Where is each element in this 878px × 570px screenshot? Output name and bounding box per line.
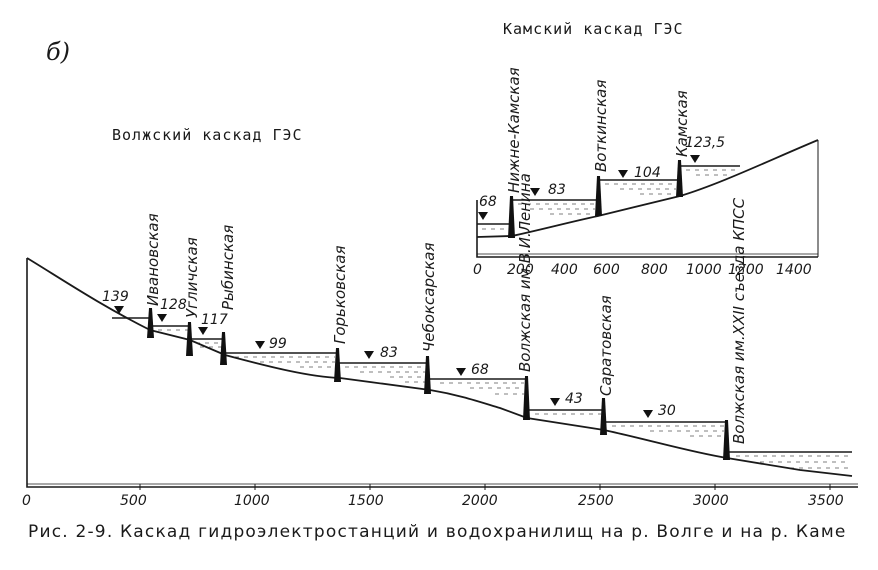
kama-tick: 600 — [593, 262, 620, 278]
level-volzhskaya-xxii: 30 — [658, 403, 676, 419]
dam-votkinsk — [595, 176, 602, 216]
plant-name-ivankovo: Ивановская — [144, 213, 162, 306]
volga-dams — [147, 308, 730, 460]
level-marker-icon — [157, 314, 167, 322]
dam-gorky — [334, 348, 341, 382]
kama-tick: 400 — [551, 262, 578, 278]
panel-letter: б) — [46, 38, 70, 66]
dam-uglich — [186, 322, 193, 356]
volga-tick: 2500 — [578, 493, 614, 509]
level-ivankovo: 139 — [102, 289, 129, 305]
level-marker-icon — [643, 410, 653, 418]
kama-title: Камский каскад ГЭС — [503, 20, 684, 38]
level-marker-icon — [255, 341, 265, 349]
level-rybinsk: 117 — [201, 312, 228, 328]
volga-title: Волжский каскад ГЭС — [112, 126, 303, 144]
plant-name-gorky: Горьковская — [331, 246, 349, 345]
plant-name-cheboksary: Чебоксарская — [420, 243, 438, 352]
plant-name-saratov: Саратовская — [597, 295, 615, 396]
level-kama: 104 — [634, 165, 661, 181]
level-top: 123,5 — [685, 135, 725, 151]
level-marker-icon — [198, 327, 208, 335]
kama-tick: 800 — [641, 262, 668, 278]
level-nizhnekamsk: 68 — [479, 194, 497, 210]
kama-tick: 1200 — [728, 262, 764, 278]
plant-name-volzhskaya-lenin: Волжская им.В.И.Ленина — [516, 173, 534, 372]
level-marker-icon — [478, 212, 488, 220]
kama-level-markers — [478, 155, 700, 220]
dam-nizhnekamsk — [508, 196, 515, 238]
volga-tick: 2000 — [462, 493, 498, 509]
kama-tick: 200 — [507, 262, 534, 278]
plant-name-nizhnekamsk: Нижне-Камская — [505, 67, 523, 193]
level-volzhskaya-lenin: 68 — [471, 362, 489, 378]
plant-name-uglich: Угличская — [183, 237, 201, 318]
plant-name-votkinsk: Воткинская — [592, 80, 610, 172]
dam-ivankovo — [147, 308, 154, 338]
level-marker-icon — [530, 188, 540, 196]
level-marker-icon — [114, 306, 124, 314]
plant-name-volzhskaya-xxii: Волжская им.XXII съезда КПСС — [730, 197, 748, 444]
kama-dams — [508, 160, 683, 238]
plant-name-rybinsk: Рыбинская — [219, 225, 237, 310]
kama-tick: 1400 — [776, 262, 812, 278]
level-saratov: 43 — [565, 391, 583, 407]
volga-profile — [26, 257, 858, 490]
volga-tick: 1500 — [348, 493, 384, 509]
volga-tick: 1000 — [234, 493, 270, 509]
volga-tick: 3000 — [693, 493, 729, 509]
volga-tick: 3500 — [808, 493, 844, 509]
volga-level-markers — [114, 306, 653, 418]
figure-caption: Рис. 2-9. Каскад гидроэлектростанций и в… — [28, 522, 847, 542]
kama-tick: 1000 — [686, 262, 722, 278]
volga-tick: 0 — [22, 493, 31, 509]
kama-tick: 0 — [473, 262, 482, 278]
level-uglich: 128 — [160, 297, 187, 313]
level-gorky: 99 — [269, 336, 287, 352]
level-marker-icon — [456, 368, 466, 376]
dam-kama — [676, 160, 683, 197]
level-marker-icon — [364, 351, 374, 359]
dam-volzhskaya-lenin — [523, 376, 530, 420]
level-marker-icon — [690, 155, 700, 163]
dam-saratov — [600, 398, 607, 435]
level-cheboksary: 83 — [380, 345, 398, 361]
dam-rybinsk — [220, 332, 227, 365]
level-marker-icon — [618, 170, 628, 178]
dam-cheboksary — [424, 356, 431, 394]
plant-name-kama: Камская — [673, 90, 691, 157]
dam-volzhskaya-xxii — [723, 420, 730, 460]
volga-tick: 500 — [120, 493, 147, 509]
level-votkinsk: 83 — [548, 182, 566, 198]
level-marker-icon — [550, 398, 560, 406]
